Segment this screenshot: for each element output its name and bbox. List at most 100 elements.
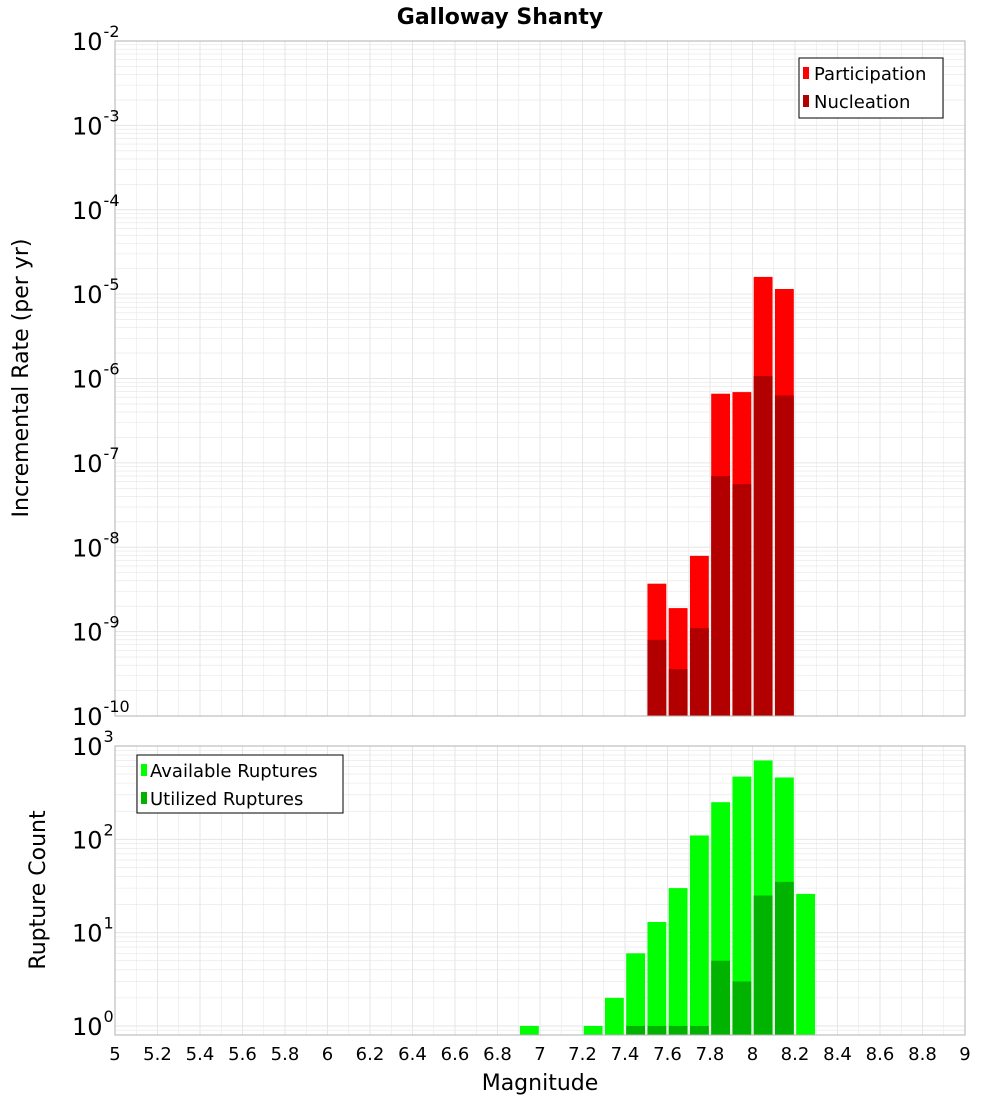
x-tick-label: 8.2 bbox=[781, 1044, 810, 1065]
nucleation-bar bbox=[774, 395, 794, 716]
bottom-plot-frame bbox=[114, 745, 966, 1036]
x-tick-label: 7 bbox=[534, 1044, 545, 1065]
tick-exponent: -5 bbox=[104, 275, 120, 294]
legend-label-nucleation: Nucleation bbox=[814, 92, 910, 113]
tick-exponent: -7 bbox=[104, 444, 120, 463]
bottom-y-tick-label: 100 bbox=[72, 1007, 114, 1041]
bottom-legend: Available Ruptures Utilized Ruptures bbox=[136, 754, 344, 814]
tick-exponent: 0 bbox=[104, 1007, 114, 1026]
top-y-tick-label: 10-4 bbox=[72, 191, 120, 225]
x-axis-title: Magnitude bbox=[482, 1071, 599, 1096]
tick-base: 10 bbox=[72, 733, 103, 761]
nucleation-bar bbox=[647, 639, 667, 716]
tick-exponent: -8 bbox=[104, 528, 120, 547]
legend-swatch-utilized bbox=[141, 792, 147, 804]
x-tick-label: 7.8 bbox=[696, 1044, 725, 1065]
top-y-tick-label: 10-10 bbox=[72, 697, 130, 731]
nucleation-bar bbox=[689, 628, 709, 716]
x-tick-label: 7.2 bbox=[568, 1044, 597, 1065]
tick-base: 10 bbox=[72, 920, 103, 948]
top-grid bbox=[114, 40, 966, 717]
x-tick-label: 5 bbox=[109, 1044, 120, 1065]
x-tick-label: 8 bbox=[747, 1044, 758, 1065]
tick-exponent: -10 bbox=[104, 697, 130, 716]
legend-swatch-participation bbox=[803, 67, 809, 79]
tick-exponent: -2 bbox=[104, 22, 120, 41]
tick-exponent: 1 bbox=[104, 914, 114, 933]
tick-base: 10 bbox=[72, 619, 103, 647]
tick-exponent: -3 bbox=[104, 106, 120, 125]
x-tick-label: 9 bbox=[959, 1044, 970, 1065]
tick-exponent: 3 bbox=[104, 727, 114, 746]
x-tick-label: 6.6 bbox=[441, 1044, 470, 1065]
tick-base: 10 bbox=[72, 1013, 103, 1041]
top-y-tick-label: 10-9 bbox=[72, 613, 120, 647]
tick-base: 10 bbox=[72, 450, 103, 478]
tick-base: 10 bbox=[72, 534, 103, 562]
tick-base: 10 bbox=[72, 112, 103, 140]
x-tick-label: 6 bbox=[322, 1044, 333, 1065]
bottom-bars bbox=[519, 760, 816, 1035]
top-plot-frame bbox=[114, 40, 966, 717]
utilized-bar bbox=[753, 895, 773, 1035]
top-bars bbox=[647, 276, 794, 716]
legend-label-participation: Participation bbox=[814, 64, 926, 85]
top-legend: Participation Nucleation bbox=[798, 57, 944, 119]
legend-swatch-nucleation bbox=[803, 95, 809, 107]
x-tick-label: 7.4 bbox=[611, 1044, 640, 1065]
utilized-bar bbox=[732, 981, 752, 1035]
x-tick-label: 7.6 bbox=[653, 1044, 682, 1065]
top-y-tick-label: 10-2 bbox=[72, 22, 120, 56]
chart-title: Galloway Shanty bbox=[397, 5, 603, 30]
legend-swatch-available bbox=[141, 764, 147, 776]
bottom-y-tick-label: 103 bbox=[72, 727, 114, 761]
nucleation-bar bbox=[732, 484, 752, 716]
tick-exponent: -4 bbox=[104, 191, 120, 210]
x-tick-label: 6.2 bbox=[356, 1044, 385, 1065]
utilized-bar bbox=[711, 960, 731, 1035]
top-y-axis-title: Incremental Rate (per yr) bbox=[9, 239, 34, 518]
tick-base: 10 bbox=[72, 197, 103, 225]
x-tick-label: 8.8 bbox=[908, 1044, 937, 1065]
bottom-y-tick-label: 102 bbox=[72, 820, 114, 854]
tick-exponent: -6 bbox=[104, 360, 120, 379]
top-y-tick-label: 10-5 bbox=[72, 275, 120, 309]
legend-label-utilized: Utilized Ruptures bbox=[150, 789, 303, 810]
x-tick-label: 5.4 bbox=[186, 1044, 215, 1065]
utilized-bar bbox=[647, 1025, 667, 1035]
x-tick-label: 5.8 bbox=[271, 1044, 300, 1065]
nucleation-bar bbox=[668, 669, 688, 716]
x-tick-label: 5.2 bbox=[143, 1044, 172, 1065]
x-tick-label: 8.6 bbox=[866, 1044, 895, 1065]
available-bar bbox=[689, 835, 709, 1035]
tick-base: 10 bbox=[72, 703, 103, 731]
x-tick-label: 5.6 bbox=[228, 1044, 257, 1065]
tick-base: 10 bbox=[72, 366, 103, 394]
tick-base: 10 bbox=[72, 281, 103, 309]
available-bar bbox=[732, 776, 752, 1035]
nucleation-bar bbox=[711, 475, 731, 716]
x-tick-label: 6.8 bbox=[483, 1044, 512, 1065]
bottom-legend-box bbox=[136, 754, 344, 814]
utilized-bar bbox=[689, 1025, 709, 1035]
top-y-tick-label: 10-3 bbox=[72, 106, 120, 140]
bottom-y-axis-title: Rupture Count bbox=[26, 810, 51, 970]
x-tick-label: 6.4 bbox=[398, 1044, 427, 1065]
top-legend-box bbox=[798, 57, 944, 119]
available-bar bbox=[626, 953, 646, 1035]
utilized-bar bbox=[626, 1025, 646, 1035]
tick-exponent: -9 bbox=[104, 613, 120, 632]
nucleation-bar bbox=[753, 376, 773, 716]
x-ticks: 5 5.2 5.4 5.6 5.8 6 6.2 6.4 6.6 6.8 7 7.2 7.4 7.6 7.8 8… bbox=[109, 1044, 970, 1065]
available-bar bbox=[519, 1025, 539, 1035]
utilized-bar bbox=[774, 881, 794, 1035]
top-y-tick-label: 10-7 bbox=[72, 444, 120, 478]
available-bar bbox=[583, 1025, 603, 1035]
bottom-y-tick-label: 101 bbox=[72, 914, 114, 948]
utilized-bar bbox=[668, 1025, 688, 1035]
